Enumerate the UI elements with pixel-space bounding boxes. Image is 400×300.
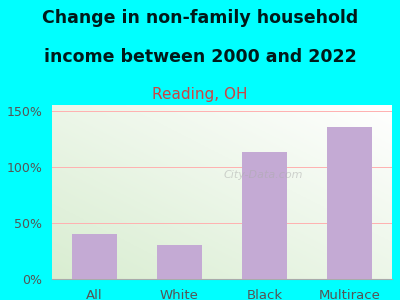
Bar	[158, 245, 202, 279]
Text: Reading, OH: Reading, OH	[152, 87, 248, 102]
Bar	[72, 234, 117, 279]
Text: income between 2000 and 2022: income between 2000 and 2022	[44, 48, 356, 66]
Text: City-Data.com: City-Data.com	[223, 169, 302, 180]
Bar	[242, 152, 286, 279]
Text: Change in non-family household: Change in non-family household	[42, 9, 358, 27]
Bar	[327, 128, 372, 279]
